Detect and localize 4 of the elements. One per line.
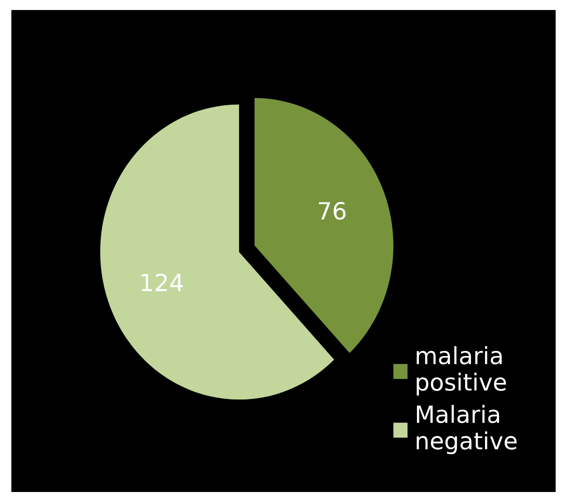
- data-label: 124: [142, 274, 183, 292]
- legend-label: malaria positive: [416, 346, 506, 396]
- data-label: 76: [318, 202, 346, 220]
- legend-label: Malaria negative: [416, 404, 517, 454]
